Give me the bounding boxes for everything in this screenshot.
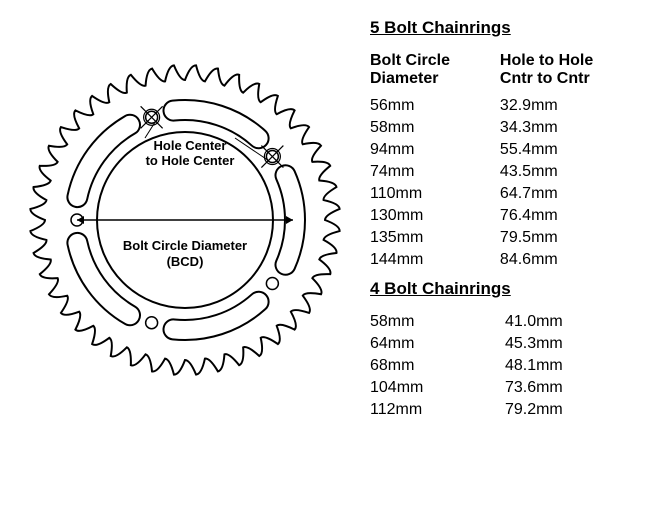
cell-h2h: 55.4mm [500,139,650,161]
cell-h2h: 79.2mm [505,399,650,421]
col-header-h2h: Hole to Hole Cntr to Cntr [500,50,650,95]
cell-bcd: 56mm [370,95,500,117]
table-row: 68mm48.1mm [370,355,650,377]
cell-bcd: 64mm [370,333,505,355]
cell-bcd: 58mm [370,311,505,333]
col-header-bcd: Bolt Circle Diameter [370,50,500,95]
cell-h2h: 32.9mm [500,95,650,117]
table-row: 74mm43.5mm [370,161,650,183]
cell-bcd: 68mm [370,355,505,377]
chainring-diagram: Bolt Circle Diameter(BCD) Hole Centerto H… [10,10,360,430]
cell-bcd: 130mm [370,205,500,227]
cell-bcd: 144mm [370,249,500,271]
svg-text:Hole Center: Hole Center [154,138,227,153]
container: Bolt Circle Diameter(BCD)Hole Centerto H… [10,10,650,430]
table-row: 94mm55.4mm [370,139,650,161]
table-row: 104mm73.6mm [370,377,650,399]
cell-bcd: 74mm [370,161,500,183]
cell-bcd: 110mm [370,183,500,205]
svg-text:(BCD): (BCD) [167,254,204,269]
four-bolt-title: 4 Bolt Chainrings [370,279,650,299]
cell-h2h: 34.3mm [500,117,650,139]
cell-bcd: 112mm [370,399,505,421]
cell-bcd: 135mm [370,227,500,249]
cell-h2h: 41.0mm [505,311,650,333]
cell-h2h: 79.5mm [500,227,650,249]
svg-text:Bolt Circle Diameter: Bolt Circle Diameter [123,238,247,253]
cell-bcd: 58mm [370,117,500,139]
table-row: 135mm79.5mm [370,227,650,249]
cell-h2h: 76.4mm [500,205,650,227]
table-row: 58mm41.0mm [370,311,650,333]
table-row: 58mm34.3mm [370,117,650,139]
cell-h2h: 43.5mm [500,161,650,183]
cell-bcd: 104mm [370,377,505,399]
cell-h2h: 73.6mm [505,377,650,399]
cell-h2h: 84.6mm [500,249,650,271]
cell-h2h: 64.7mm [500,183,650,205]
four-bolt-table: 58mm41.0mm64mm45.3mm68mm48.1mm104mm73.6m… [370,311,650,421]
cell-h2h: 45.3mm [505,333,650,355]
table-row: 130mm76.4mm [370,205,650,227]
table-row: 56mm32.9mm [370,95,650,117]
cell-bcd: 94mm [370,139,500,161]
table-row: 144mm84.6mm [370,249,650,271]
table-row: 64mm45.3mm [370,333,650,355]
tables: 5 Bolt Chainrings Bolt Circle Diameter H… [360,10,650,421]
svg-text:to Hole Center: to Hole Center [146,153,235,168]
table-row: 112mm79.2mm [370,399,650,421]
table-row: 110mm64.7mm [370,183,650,205]
five-bolt-table: Bolt Circle Diameter Hole to Hole Cntr t… [370,50,650,271]
five-bolt-title: 5 Bolt Chainrings [370,18,650,38]
cell-h2h: 48.1mm [505,355,650,377]
